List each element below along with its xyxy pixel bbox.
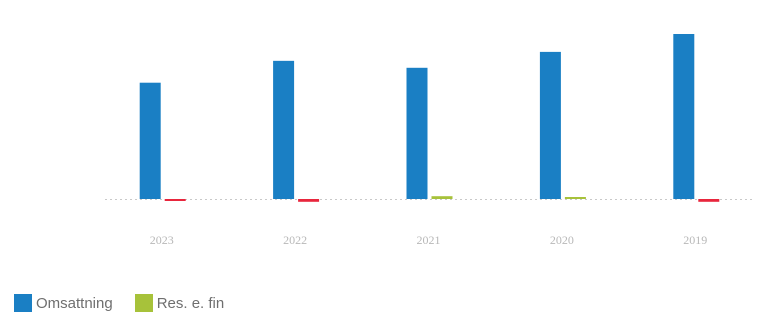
legend-label-res-e-fin: Res. e. fin (156, 294, 225, 312)
bar-res-e-fin-2019 (698, 199, 720, 202)
bar-res-e-fin-2021 (431, 196, 453, 199)
bar-res-e-fin-2022 (298, 199, 320, 202)
legend-item-omsattning: Omsattning (14, 294, 113, 312)
x-tick-label-2022: 2022 (283, 233, 307, 247)
bar-omsattning-2020 (539, 51, 561, 199)
legend-item-res-e-fin: Res. e. fin (134, 294, 225, 312)
bar-omsattning-2023 (139, 82, 161, 199)
legend: Omsattning Res. e. fin (14, 294, 224, 312)
bar-res-e-fin-2023 (164, 199, 186, 201)
x-tick-label-2019: 2019 (683, 233, 707, 247)
x-axis-ticks: 2023 2022 2021 2020 2019 (150, 233, 708, 247)
bar-omsattning-2019 (673, 34, 695, 199)
bar-chart: 2023 2022 2021 2020 2019 (105, 34, 752, 247)
bar-res-e-fin-2020 (564, 197, 586, 199)
x-tick-label-2021: 2021 (417, 233, 441, 247)
legend-label-omsattning: Omsattning (36, 294, 113, 312)
legend-swatch-res-e-fin (134, 294, 153, 312)
x-tick-label-2023: 2023 (150, 233, 174, 247)
legend-swatch-omsattning (14, 294, 32, 312)
bar-omsattning-2022 (273, 60, 295, 200)
x-tick-label-2020: 2020 (550, 233, 574, 247)
bar-omsattning-2021 (406, 67, 428, 199)
bars-layer (139, 34, 720, 202)
